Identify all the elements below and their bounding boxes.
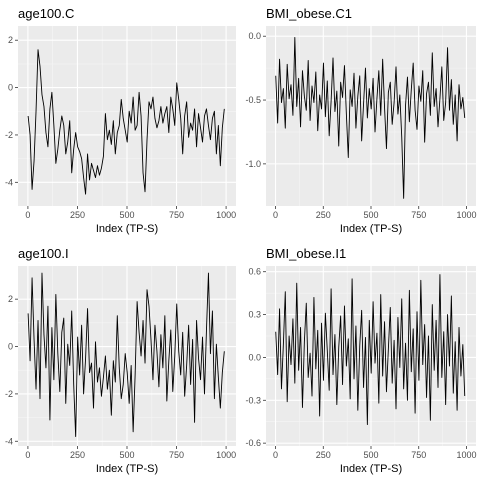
chart-title: BMI_obese.I1 [266, 246, 347, 261]
x-tick-label: 750 [169, 450, 184, 460]
x-tick-label: 1000 [216, 450, 236, 460]
panel-bmi-obese-c1: BMI_obese.C1 0 250 500 750 1000 0.0 -0.5 -1.0 In… [240, 0, 480, 240]
y-tick-label: 2 [8, 294, 13, 304]
panel-age100-c: age100.C 0 250 500 750 1000 2 0 -2 -4 Index (TP-S… [0, 0, 240, 240]
x-axis-label: Index (TP-S) [96, 223, 158, 235]
y-tick-label: 0 [8, 83, 13, 93]
y-tick-label: -1.0 [245, 159, 261, 169]
x-tick-label: 250 [316, 210, 331, 220]
chart-svg: 0 250 500 750 1000 2 0 -2 -4 Index (TP-S) [5, 26, 236, 235]
x-tick-label: 0 [25, 450, 30, 460]
x-tick-label: 1000 [456, 450, 476, 460]
x-tick-label: 0 [273, 210, 278, 220]
x-tick-label: 750 [411, 210, 426, 220]
chart-title: age100.C [18, 6, 75, 21]
chart-title: age100.I [18, 246, 69, 261]
y-tick-label: -0.3 [245, 395, 261, 405]
x-axis-label: Index (TP-S) [96, 463, 158, 475]
x-tick-label: 500 [363, 210, 378, 220]
y-tick-label: 0.6 [248, 267, 261, 277]
y-tick-label: -0.6 [245, 438, 261, 448]
y-tick-label: -0.5 [245, 95, 261, 105]
y-tick-label: 2 [8, 35, 13, 45]
y-tick-label: 0.3 [248, 310, 261, 320]
y-tick-label: -2 [5, 389, 13, 399]
series-line [275, 274, 466, 426]
x-tick-label: 1000 [216, 210, 236, 220]
y-tick-label: 0.0 [248, 352, 261, 362]
series-line [27, 49, 225, 195]
x-tick-label: 750 [411, 450, 426, 460]
chart-svg: 0 250 500 750 1000 0.0 -0.5 -1.0 Index (TP-S) [245, 26, 476, 235]
x-tick-label: 500 [363, 450, 378, 460]
chart-svg: 0 250 500 750 1000 0.6 0.3 0.0 -0.3 -0.6 Index (TP… [245, 266, 476, 475]
x-tick-label: 250 [70, 210, 85, 220]
x-tick-label: 250 [316, 450, 331, 460]
y-tick-label: 0.0 [248, 31, 261, 41]
x-tick-label: 1000 [456, 210, 476, 220]
x-tick-label: 500 [119, 450, 134, 460]
chart-svg: 0 250 500 750 1000 2 0 -2 -4 Index (TP-S) [5, 266, 236, 475]
x-tick-label: 750 [169, 210, 184, 220]
chart-title: BMI_obese.C1 [266, 6, 352, 21]
y-tick-label: -2 [5, 130, 13, 140]
x-axis-label: Index (TP-S) [340, 223, 402, 235]
x-tick-label: 500 [119, 210, 134, 220]
panel-age100-i: age100.I 0 250 500 750 1000 2 0 -2 -4 Index (TP-S… [0, 240, 240, 480]
x-tick-label: 0 [25, 210, 30, 220]
x-tick-label: 0 [273, 450, 278, 460]
series-line [275, 37, 466, 199]
panel-bmi-obese-i1: BMI_obese.I1 0 250 500 750 1000 0.6 0.3 0.0 -0.3… [240, 240, 480, 480]
x-tick-label: 250 [70, 450, 85, 460]
y-tick-label: 0 [8, 342, 13, 352]
x-axis-label: Index (TP-S) [340, 463, 402, 475]
y-tick-label: -4 [5, 177, 13, 187]
series-line [27, 272, 225, 437]
y-tick-label: -4 [5, 436, 13, 446]
